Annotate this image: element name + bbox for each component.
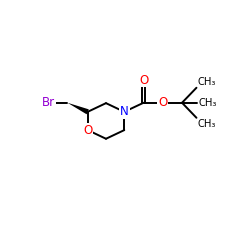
Text: N: N: [120, 105, 129, 118]
Text: O: O: [83, 124, 92, 136]
Text: O: O: [158, 96, 168, 109]
Text: Br: Br: [42, 96, 56, 109]
Text: CH₃: CH₃: [198, 98, 217, 108]
Text: O: O: [139, 74, 148, 86]
Text: CH₃: CH₃: [198, 118, 216, 128]
Polygon shape: [68, 103, 89, 114]
Text: CH₃: CH₃: [198, 77, 216, 87]
